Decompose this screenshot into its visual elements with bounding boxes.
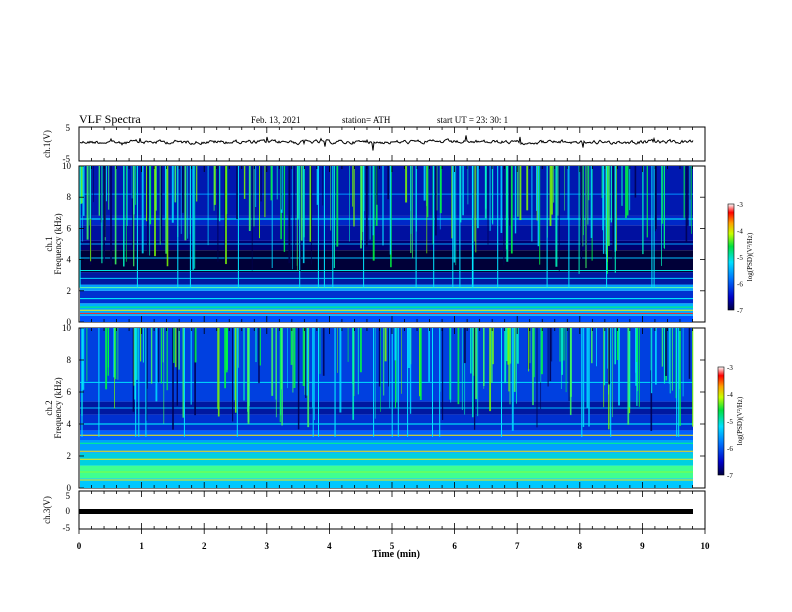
frequency-tick-label: 8	[67, 355, 72, 365]
frequency-tick-label: 4	[67, 255, 72, 265]
station-label: station= ATH	[342, 115, 391, 125]
spectrogram-band	[80, 215, 693, 226]
ch1-spectrogram-ticks	[78, 166, 706, 322]
ch1-channel-label: ch.1	[44, 236, 54, 251]
time-axis-ticks: 0 1 2 3 4 5 6 7 8 9 10	[77, 529, 710, 551]
spectrogram-band	[80, 250, 693, 273]
ch1-spectrogram-yticks: 0 2 4 6 8 10	[62, 161, 705, 327]
spectrogram-band	[80, 225, 693, 241]
frequency-tick-label: 2	[67, 286, 72, 296]
frequency-tick-label: 8	[67, 192, 72, 202]
spectrogram-band	[80, 414, 693, 431]
ch2-spectrogram-image	[80, 328, 694, 488]
frequency-tick-label: 0	[67, 317, 72, 327]
time-tick-label: 1	[139, 541, 144, 551]
ch1-frequency-ylabel: Frequency (kHz)	[53, 213, 63, 274]
ch2-colorbar-ticks: -3 -4 -5 -6 -7	[727, 364, 733, 480]
ch1-waveform-ytick-bottom: -5	[63, 154, 71, 164]
time-tick-label: 2	[202, 541, 207, 551]
ch3-waveform-ticks	[78, 491, 706, 529]
spectrogram-band	[80, 303, 693, 316]
ch1-waveform-ylabel: ch.1(V)	[42, 130, 52, 158]
frequency-tick-label: 4	[67, 419, 72, 429]
ch3-waveform-trace	[79, 509, 693, 514]
time-tick-label: 9	[640, 541, 645, 551]
ch3-waveform-ytick-bottom: -5	[63, 523, 71, 533]
frequency-tick-label: 10	[62, 323, 72, 333]
spectrogram-band	[80, 240, 693, 251]
frequency-tick-label: 6	[67, 223, 72, 233]
colorbar-tick-label: -7	[737, 307, 743, 315]
colorbar-tick-label: -5	[727, 418, 733, 426]
spectrogram-band	[80, 290, 693, 304]
start-time-label: start UT = 23: 30: 1	[437, 115, 508, 125]
ch1-spectrogram-image	[79, 166, 693, 322]
time-tick-label: 3	[265, 541, 270, 551]
spectrogram-band	[80, 315, 693, 322]
ch2-colorbar	[717, 366, 725, 476]
time-tick-label: 0	[77, 541, 82, 551]
colorbar-tick-label: -3	[737, 201, 743, 209]
ch1-colorbar	[727, 203, 735, 311]
date-label: Feb. 13, 2021	[251, 115, 301, 125]
ch2-spectrogram-yticks: 0 2 4 6 8 10	[62, 323, 705, 493]
ch2-frequency-ylabel: Frequency (kHz)	[53, 377, 63, 438]
time-tick-label: 6	[452, 541, 457, 551]
ch1-waveform-panel: 5 -5 ch.1(V)	[42, 123, 706, 164]
colorbar-tick-label: -3	[727, 364, 733, 372]
ch2-channel-label: ch.2	[44, 400, 54, 415]
colorbar-tick-label: -7	[727, 472, 733, 480]
frequency-tick-label: 0	[67, 483, 72, 493]
ch3-waveform-ylabel: ch.3(V)	[42, 496, 52, 524]
ch1-waveform-ytick-top: 5	[66, 123, 71, 133]
time-axis-label: Time (min)	[372, 549, 420, 560]
ch1-colorbar-label: log(PSD)(V²/Hz)	[746, 232, 754, 281]
frequency-tick-label: 6	[67, 387, 72, 397]
ch1-waveform-ticks	[78, 127, 706, 161]
ch1-colorbar-ticks: -3 -4 -5 -6 -7	[737, 201, 743, 315]
ch1-waveform-trace	[79, 135, 694, 151]
time-tick-label: 5	[390, 541, 395, 551]
ch3-waveform-ytick-top: 5	[66, 491, 71, 501]
ch2-spectrogram-ticks	[78, 328, 706, 488]
spectrogram-band	[80, 478, 693, 488]
time-tick-label: 7	[515, 541, 520, 551]
colorbar-tick-label: -6	[727, 445, 733, 453]
time-tick-label: 8	[578, 541, 583, 551]
ch3-waveform-panel: 5 0 -5 ch.3(V)	[42, 490, 706, 533]
ch2-colorbar-label: log(PSD)(V²/Hz)	[736, 396, 744, 445]
frequency-tick-label: 10	[62, 161, 72, 171]
ch3-waveform-ytick-mid: 0	[66, 506, 71, 516]
colorbar-tick-label: -6	[737, 281, 743, 289]
colorbar-tick-label: -4	[737, 228, 743, 236]
figure-title: VLF Spectra	[79, 112, 141, 126]
colorbar-tick-label: -5	[737, 254, 743, 262]
frequency-tick-label: 2	[67, 451, 72, 461]
time-tick-label: 10	[701, 541, 711, 551]
time-tick-label: 4	[327, 541, 332, 551]
colorbar-tick-label: -4	[727, 391, 733, 399]
